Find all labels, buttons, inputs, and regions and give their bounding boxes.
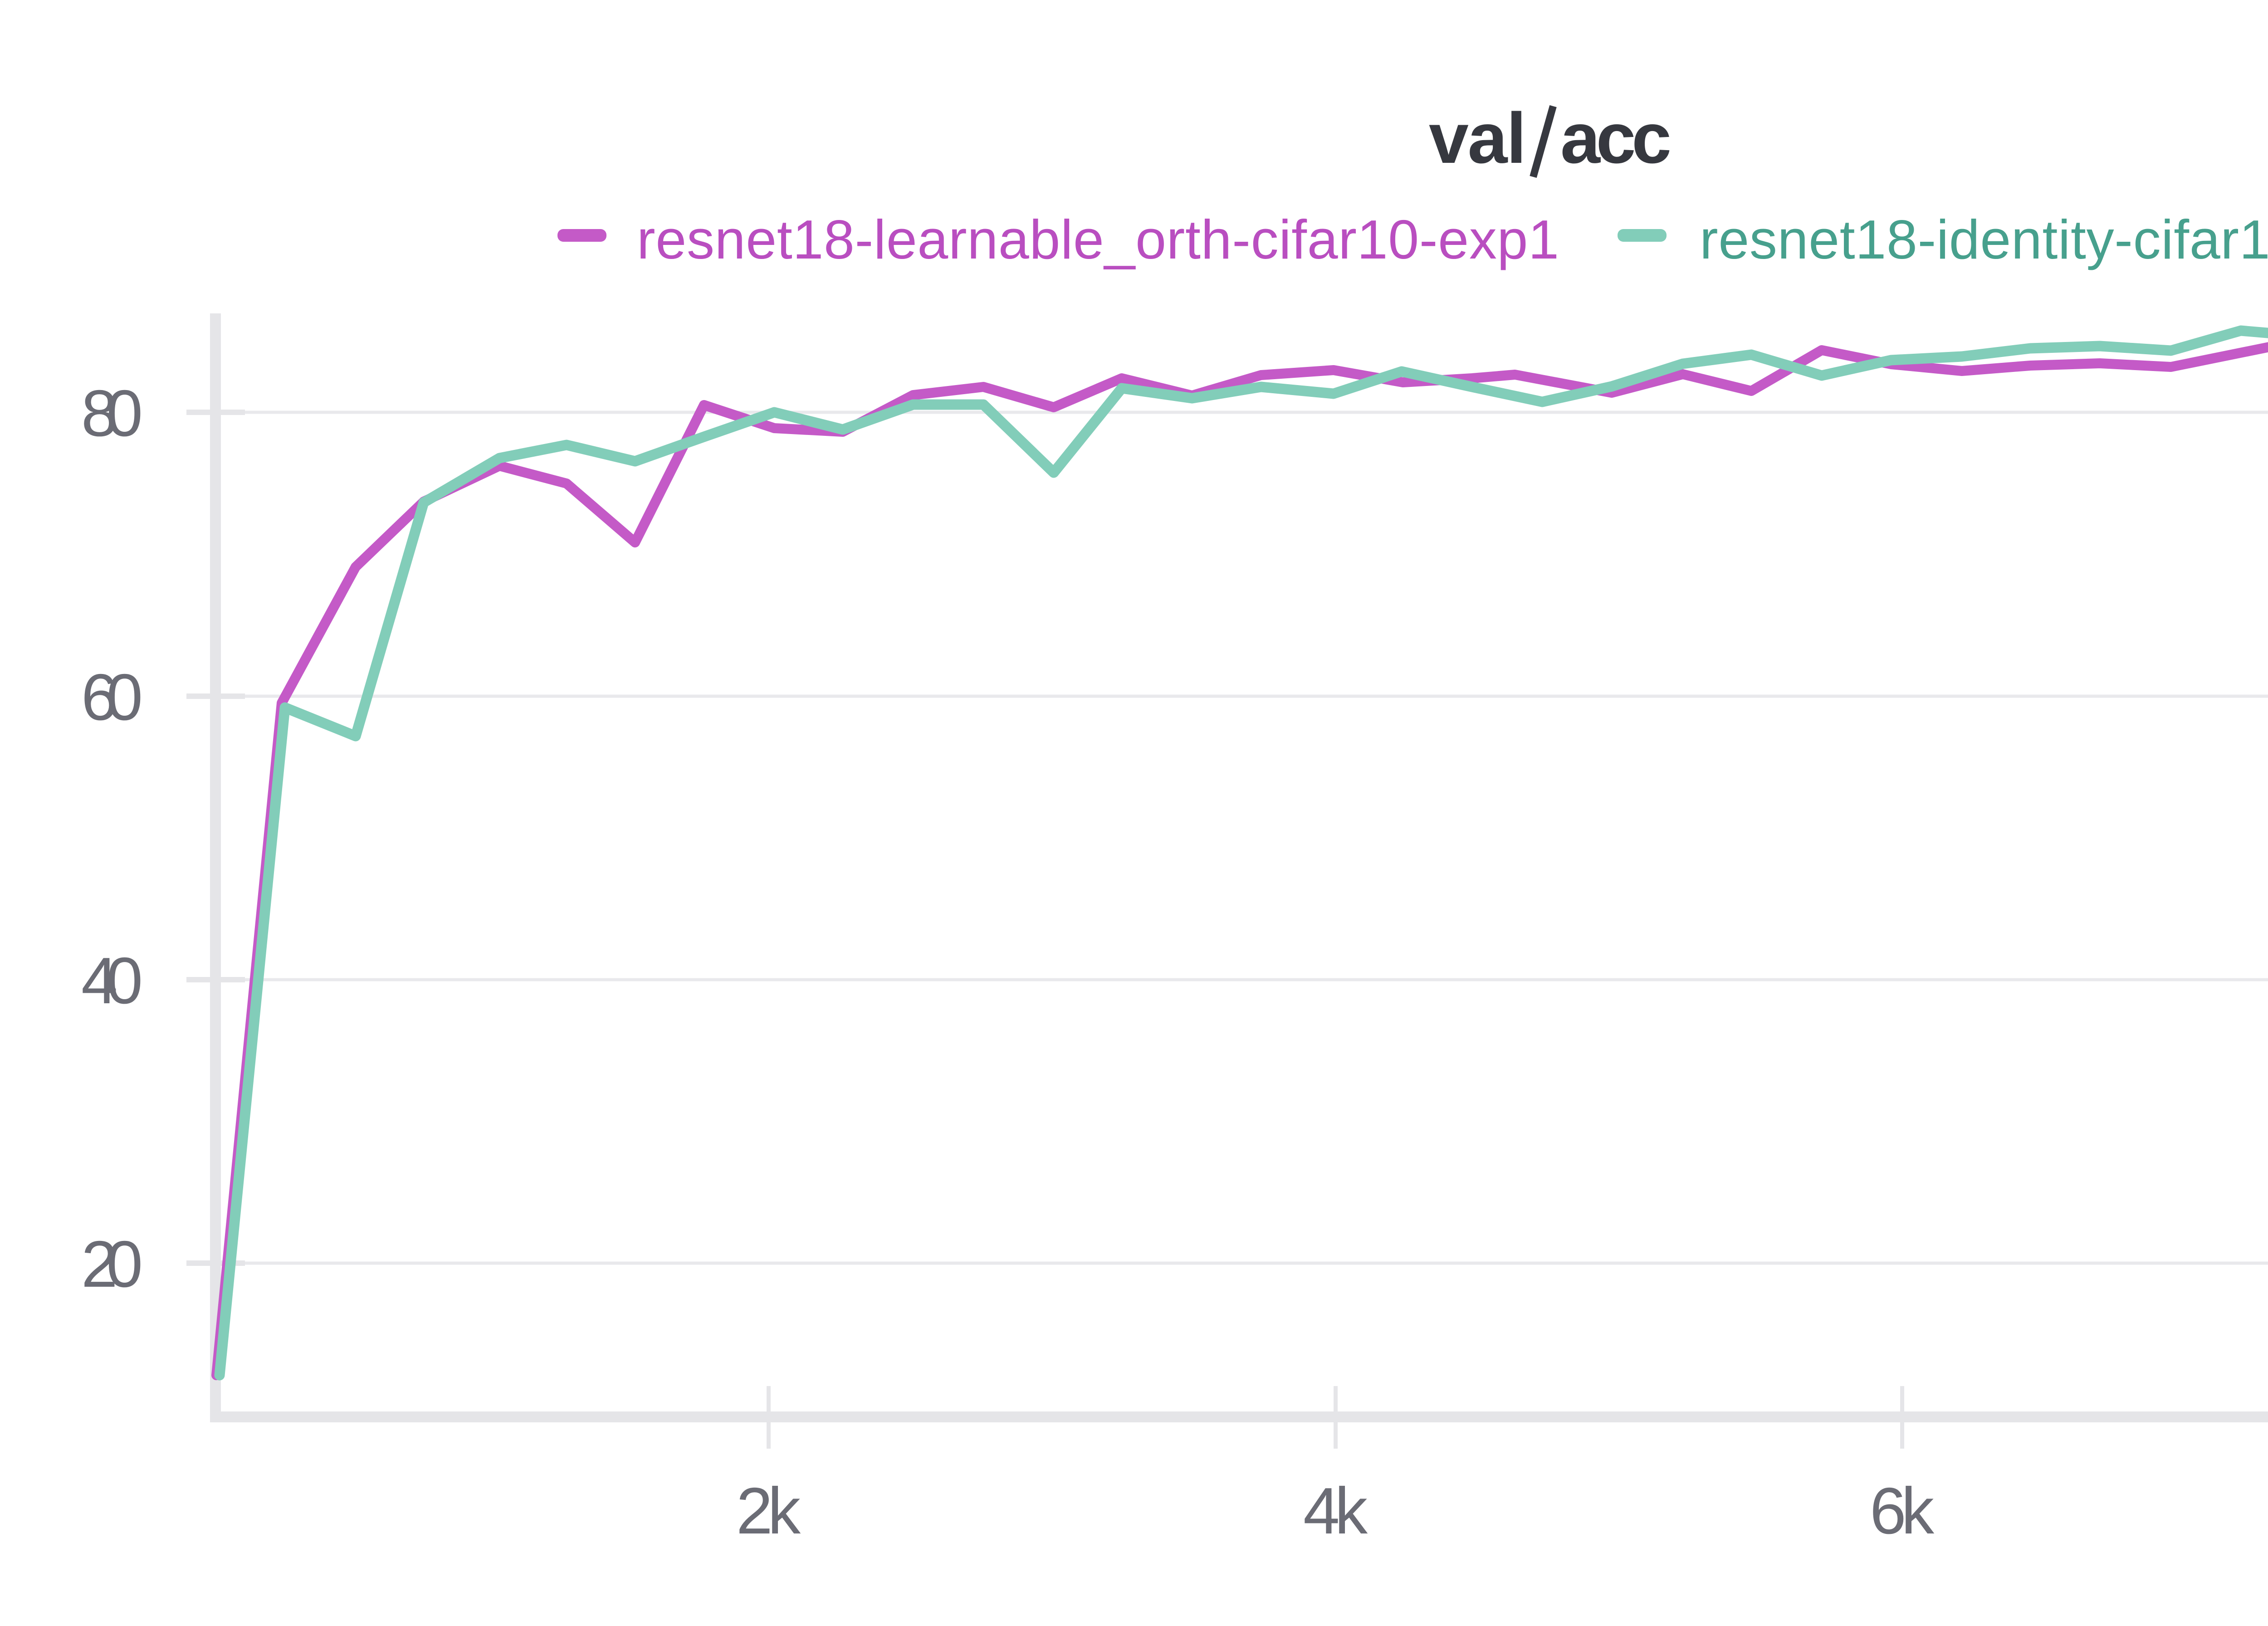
svg-text:20: 20 xyxy=(81,1227,143,1301)
svg-text:acc: acc xyxy=(1560,98,1672,178)
svg-text:6k: 6k xyxy=(1870,1474,1935,1548)
svg-text:resnet18-learnable_orth-cifar1: resnet18-learnable_orth-cifar10-exp1 xyxy=(637,209,1559,270)
svg-text:60: 60 xyxy=(81,660,143,734)
svg-text:40: 40 xyxy=(81,944,143,1017)
svg-text:4k: 4k xyxy=(1303,1474,1368,1548)
svg-text:resnet18-identity-cifar10-exp1: resnet18-identity-cifar10-exp1 xyxy=(1700,209,2268,270)
svg-text:2k: 2k xyxy=(736,1474,801,1548)
svg-text:val: val xyxy=(1429,98,1526,178)
svg-text:80: 80 xyxy=(81,376,143,450)
